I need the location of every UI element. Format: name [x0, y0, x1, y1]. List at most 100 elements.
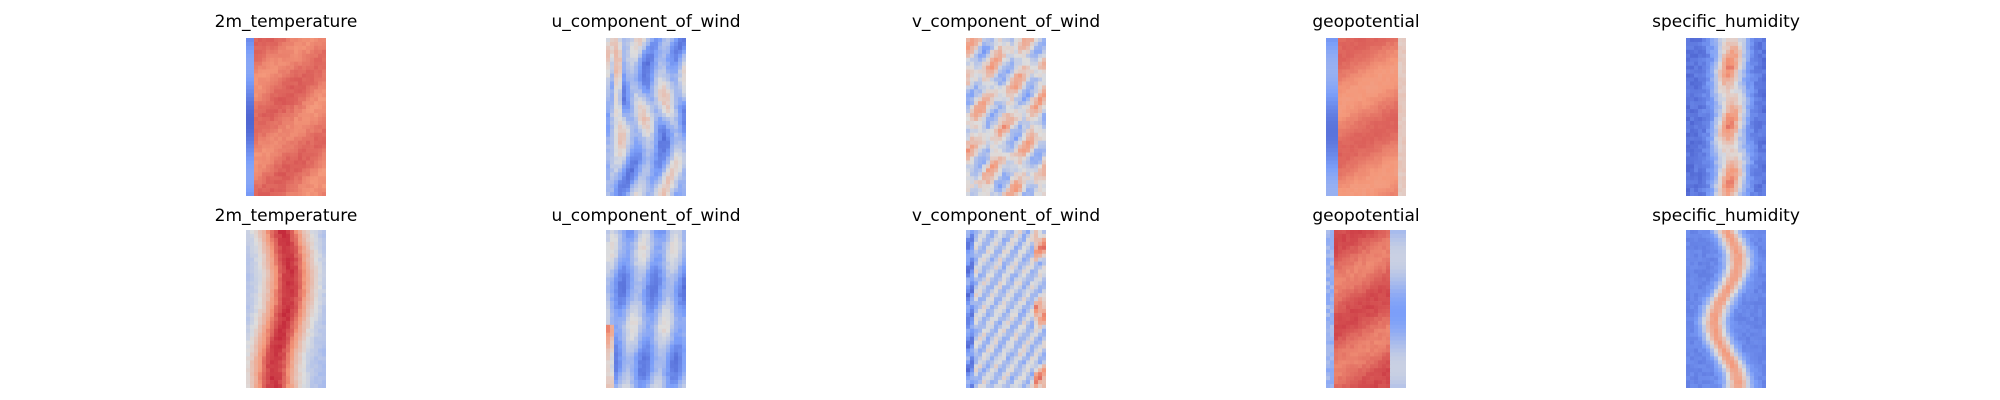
heatmap-cell — [1762, 105, 1766, 110]
heatmap-cell — [650, 172, 655, 177]
heatmap-cell — [1698, 81, 1703, 86]
heatmap-cell — [610, 53, 615, 59]
heatmap-cell — [1386, 57, 1391, 62]
heatmap-cell — [998, 168, 1003, 173]
heatmap-cell — [1718, 49, 1723, 55]
heatmap-cell — [1038, 120, 1043, 126]
heatmap-cell — [1706, 144, 1711, 149]
heatmap-cell — [1006, 49, 1011, 55]
heatmap-cell — [250, 285, 255, 290]
heatmap-cell — [1738, 140, 1743, 145]
heatmap-cell — [1394, 128, 1399, 134]
heatmap-cell — [322, 73, 326, 78]
heatmap-cell — [1362, 120, 1367, 126]
heatmap-cell — [306, 312, 311, 318]
heatmap-cell — [1734, 109, 1739, 114]
heatmap-cell — [294, 316, 299, 322]
heatmap-cell — [246, 249, 251, 254]
heatmap-cell — [1386, 38, 1391, 43]
heatmap-cell — [1718, 73, 1723, 78]
heatmap-cell — [986, 124, 991, 130]
heatmap-cell — [274, 77, 279, 82]
heatmap-cell — [1726, 124, 1731, 130]
heatmap-cell — [1034, 124, 1039, 130]
heatmap-cell — [318, 49, 323, 55]
heatmap-cell — [974, 49, 979, 55]
heatmap-cell — [1698, 61, 1703, 66]
heatmap-cell — [658, 253, 663, 258]
heatmap-cell — [294, 297, 299, 302]
heatmap-cell — [1030, 188, 1035, 193]
heatmap-cell — [1342, 81, 1347, 86]
heatmap-cell — [682, 230, 686, 235]
heatmap-cell — [1718, 65, 1723, 70]
heatmap-cell — [1718, 38, 1723, 43]
heatmap-cell — [306, 364, 311, 369]
heatmap-cell — [1358, 38, 1363, 43]
heatmap-cell — [258, 320, 263, 326]
heatmap-cell — [618, 73, 623, 78]
heatmap-cell — [998, 120, 1003, 126]
heatmap-cell — [250, 324, 255, 330]
heatmap-cell — [1750, 105, 1755, 110]
heatmap-cell — [298, 120, 303, 126]
heatmap-cell — [998, 53, 1003, 59]
heatmap-cell — [262, 188, 267, 193]
heatmap-cell — [966, 176, 971, 181]
heatmap-cell — [322, 265, 326, 270]
heatmap-cell — [270, 352, 275, 357]
heatmap-cell — [630, 156, 635, 161]
heatmap-cell — [1350, 184, 1355, 189]
heatmap-cell — [1702, 176, 1707, 181]
heatmap-cell — [1394, 176, 1399, 181]
heatmap-cell — [250, 172, 255, 177]
heatmap-cell — [1382, 124, 1387, 130]
heatmap-cell — [610, 97, 615, 102]
heatmap-cell — [1754, 148, 1759, 153]
heatmap-cell — [610, 152, 615, 157]
heatmap-cell — [1370, 97, 1375, 102]
heatmap-cell — [1758, 152, 1763, 157]
heatmap-cell — [662, 233, 667, 239]
heatmap-cell — [318, 77, 323, 82]
heatmap-cell — [646, 245, 651, 251]
heatmap-cell — [1014, 65, 1019, 70]
heatmap-cell — [318, 328, 323, 333]
heatmap-cell — [634, 168, 639, 173]
heatmap-cell — [1002, 188, 1007, 193]
heatmap-cell — [606, 41, 611, 47]
heatmap-cell — [1042, 128, 1046, 134]
heatmap-cell — [322, 184, 326, 189]
heatmap-cell — [630, 144, 635, 149]
heatmap-cell — [630, 192, 635, 196]
heatmap-cell — [302, 380, 307, 385]
heatmap-cell — [1690, 113, 1695, 118]
heatmap-cell — [666, 261, 671, 266]
heatmap-cell — [966, 97, 971, 102]
heatmap-cell — [1734, 113, 1739, 118]
heatmap-cell — [682, 120, 686, 126]
heatmap-cell — [314, 312, 319, 318]
heatmap-cell — [282, 372, 287, 377]
heatmap-cell — [974, 97, 979, 102]
heatmap-cell — [1390, 57, 1395, 62]
heatmap-cell — [274, 309, 279, 314]
heatmap-cell — [282, 277, 287, 282]
heatmap-cell — [1390, 65, 1395, 70]
heatmap-cell — [1326, 136, 1331, 141]
heatmap-cell — [1366, 136, 1371, 141]
heatmap-cell — [974, 77, 979, 82]
heatmap-cell — [282, 113, 287, 118]
heatmap-cell — [1734, 120, 1739, 126]
heatmap-cell — [1334, 105, 1339, 110]
heatmap-cell — [1030, 152, 1035, 157]
heatmap-cell — [246, 340, 251, 345]
heatmap-cell — [634, 85, 639, 90]
heatmap-cell — [1026, 65, 1031, 70]
heatmap-cell — [1398, 124, 1403, 130]
heatmap-cell — [994, 49, 999, 55]
heatmap-cell — [1394, 53, 1399, 59]
heatmap-cell — [1006, 148, 1011, 153]
heatmap-cell — [630, 101, 635, 106]
heatmap-cell — [294, 148, 299, 153]
